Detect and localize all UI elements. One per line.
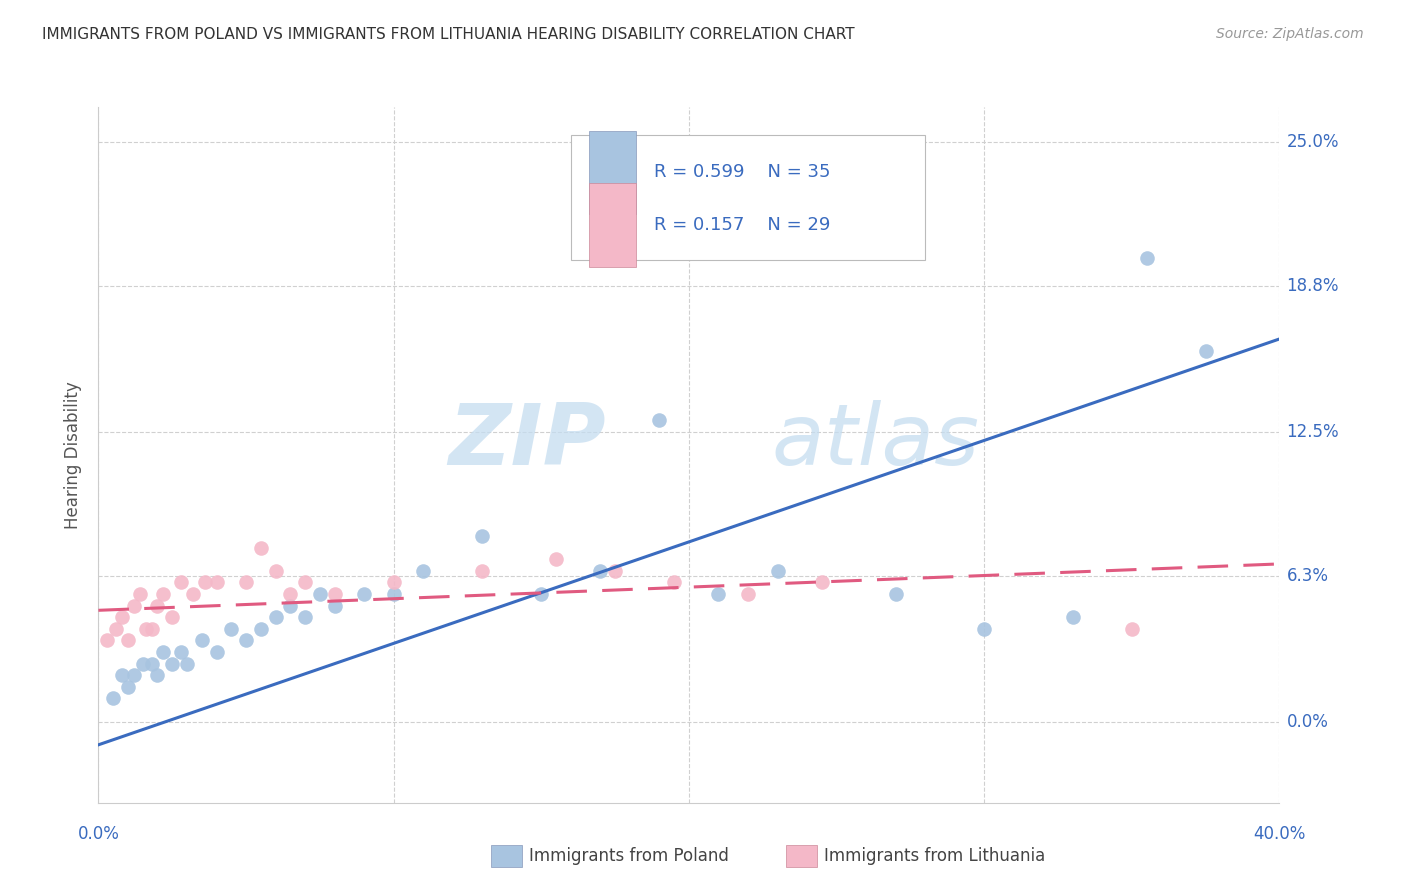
Point [162,610,183,624]
Point [250,541,273,555]
Point [152,587,174,601]
Point [176,657,198,671]
Point [278,587,302,601]
Point [382,575,405,590]
Point [309,587,332,601]
Point [205,575,228,590]
Point [530,587,553,601]
Text: 40.0%: 40.0% [1253,825,1306,843]
Point [111,610,134,624]
Point [1135,251,1157,265]
Point [1195,343,1218,358]
Point [294,575,316,590]
Point [170,575,193,590]
Point [103,691,125,706]
Point [707,587,730,601]
Text: IMMIGRANTS FROM POLAND VS IMMIGRANTS FROM LITHUANIA HEARING DISABILITY CORRELATI: IMMIGRANTS FROM POLAND VS IMMIGRANTS FRO… [42,27,855,42]
Point [191,633,214,648]
Point [219,622,242,636]
Text: R = 0.157    N = 29: R = 0.157 N = 29 [654,216,830,234]
Point [884,587,907,601]
Point [544,552,567,566]
Point [141,622,163,636]
Bar [589,131,636,214]
Point [737,587,759,601]
Point [664,575,686,590]
Point [766,564,789,578]
Point [141,657,163,671]
Text: Source: ZipAtlas.com: Source: ZipAtlas.com [1216,27,1364,41]
Point [235,633,257,648]
Point [105,622,128,636]
Point [353,587,375,601]
Point [382,587,405,601]
Point [264,610,287,624]
Point [278,599,302,613]
Text: 12.5%: 12.5% [1286,423,1339,441]
Point [135,622,157,636]
Text: 6.3%: 6.3% [1286,566,1329,584]
Point [96,633,118,648]
Text: Immigrants from Poland: Immigrants from Poland [529,847,728,865]
Point [973,622,995,636]
Point [648,413,671,427]
Point [412,564,434,578]
Text: ZIP: ZIP [449,400,606,483]
Point [323,587,346,601]
Point [235,575,257,590]
Point [111,668,134,682]
Point [471,529,494,543]
Text: 0.0%: 0.0% [77,825,120,843]
Point [117,680,139,694]
Point [117,633,139,648]
Point [128,587,150,601]
Text: 0.0%: 0.0% [1286,713,1329,731]
Point [323,599,346,613]
Point [181,587,204,601]
Point [605,564,627,578]
Point [122,668,145,682]
Bar [589,183,636,267]
Point [194,575,217,590]
Point [162,657,183,671]
Text: 25.0%: 25.0% [1286,133,1339,151]
Point [1121,622,1143,636]
Point [146,599,169,613]
Point [1062,610,1084,624]
Point [810,575,832,590]
Text: Immigrants from Lithuania: Immigrants from Lithuania [824,847,1045,865]
Point [264,564,287,578]
FancyBboxPatch shape [571,135,925,260]
Point [170,645,193,659]
Text: atlas: atlas [772,400,980,483]
Point [122,599,145,613]
Text: 18.8%: 18.8% [1286,277,1339,294]
Point [132,657,155,671]
Point [471,564,494,578]
Point [152,645,174,659]
Point [250,622,273,636]
Point [294,610,316,624]
Point [146,668,169,682]
Point [205,645,228,659]
Text: R = 0.599    N = 35: R = 0.599 N = 35 [654,163,830,181]
Y-axis label: Hearing Disability: Hearing Disability [65,381,83,529]
Point [589,564,612,578]
